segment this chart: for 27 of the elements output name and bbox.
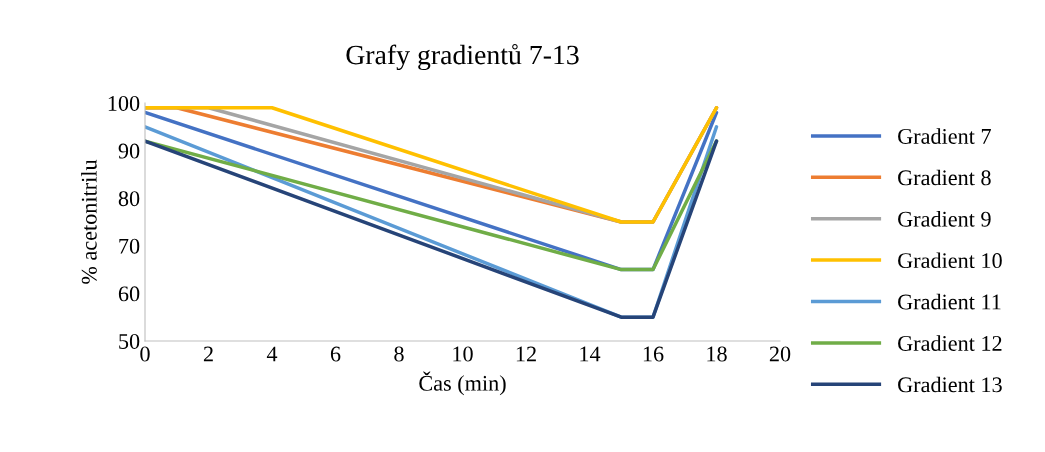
x-tick-label: 18 <box>707 346 727 362</box>
x-tick-label: 14 <box>580 346 601 362</box>
x-tick-label: 12 <box>516 346 536 362</box>
y-tick-label: 50 <box>119 333 140 349</box>
x-tick-label: 10 <box>453 346 473 362</box>
chart-title: Grafy gradientů 7-13 <box>346 44 579 71</box>
y-tick-label: 100 <box>108 95 140 111</box>
legend-label: Gradient 7 <box>898 128 991 144</box>
x-tick-label: 6 <box>330 346 341 362</box>
x-tick-label: 8 <box>394 346 404 362</box>
x-axis-title: Čas (min) <box>419 371 506 396</box>
legend-label: Gradient 9 <box>898 211 991 227</box>
x-tick-label: 20 <box>769 346 791 362</box>
legend-label: Gradient 12 <box>898 335 1002 351</box>
y-tick-label: 80 <box>118 191 140 207</box>
y-tick-label: 60 <box>118 286 140 302</box>
legend-label: Gradient 10 <box>898 252 1002 269</box>
x-tick-label: 16 <box>643 346 664 362</box>
x-tick-label: 2 <box>203 346 213 362</box>
y-tick-label: 90 <box>118 143 140 159</box>
x-tick-label: 0 <box>140 346 150 362</box>
legend-label: Gradient 8 <box>898 169 991 186</box>
legend-label: Gradient 11 <box>898 293 1001 310</box>
y-tick-label: 70 <box>119 238 140 254</box>
y-axis-title: % acetonitrilu <box>81 159 97 284</box>
legend-label: Gradient 13 <box>898 376 1002 393</box>
x-tick-label: 4 <box>266 346 278 362</box>
